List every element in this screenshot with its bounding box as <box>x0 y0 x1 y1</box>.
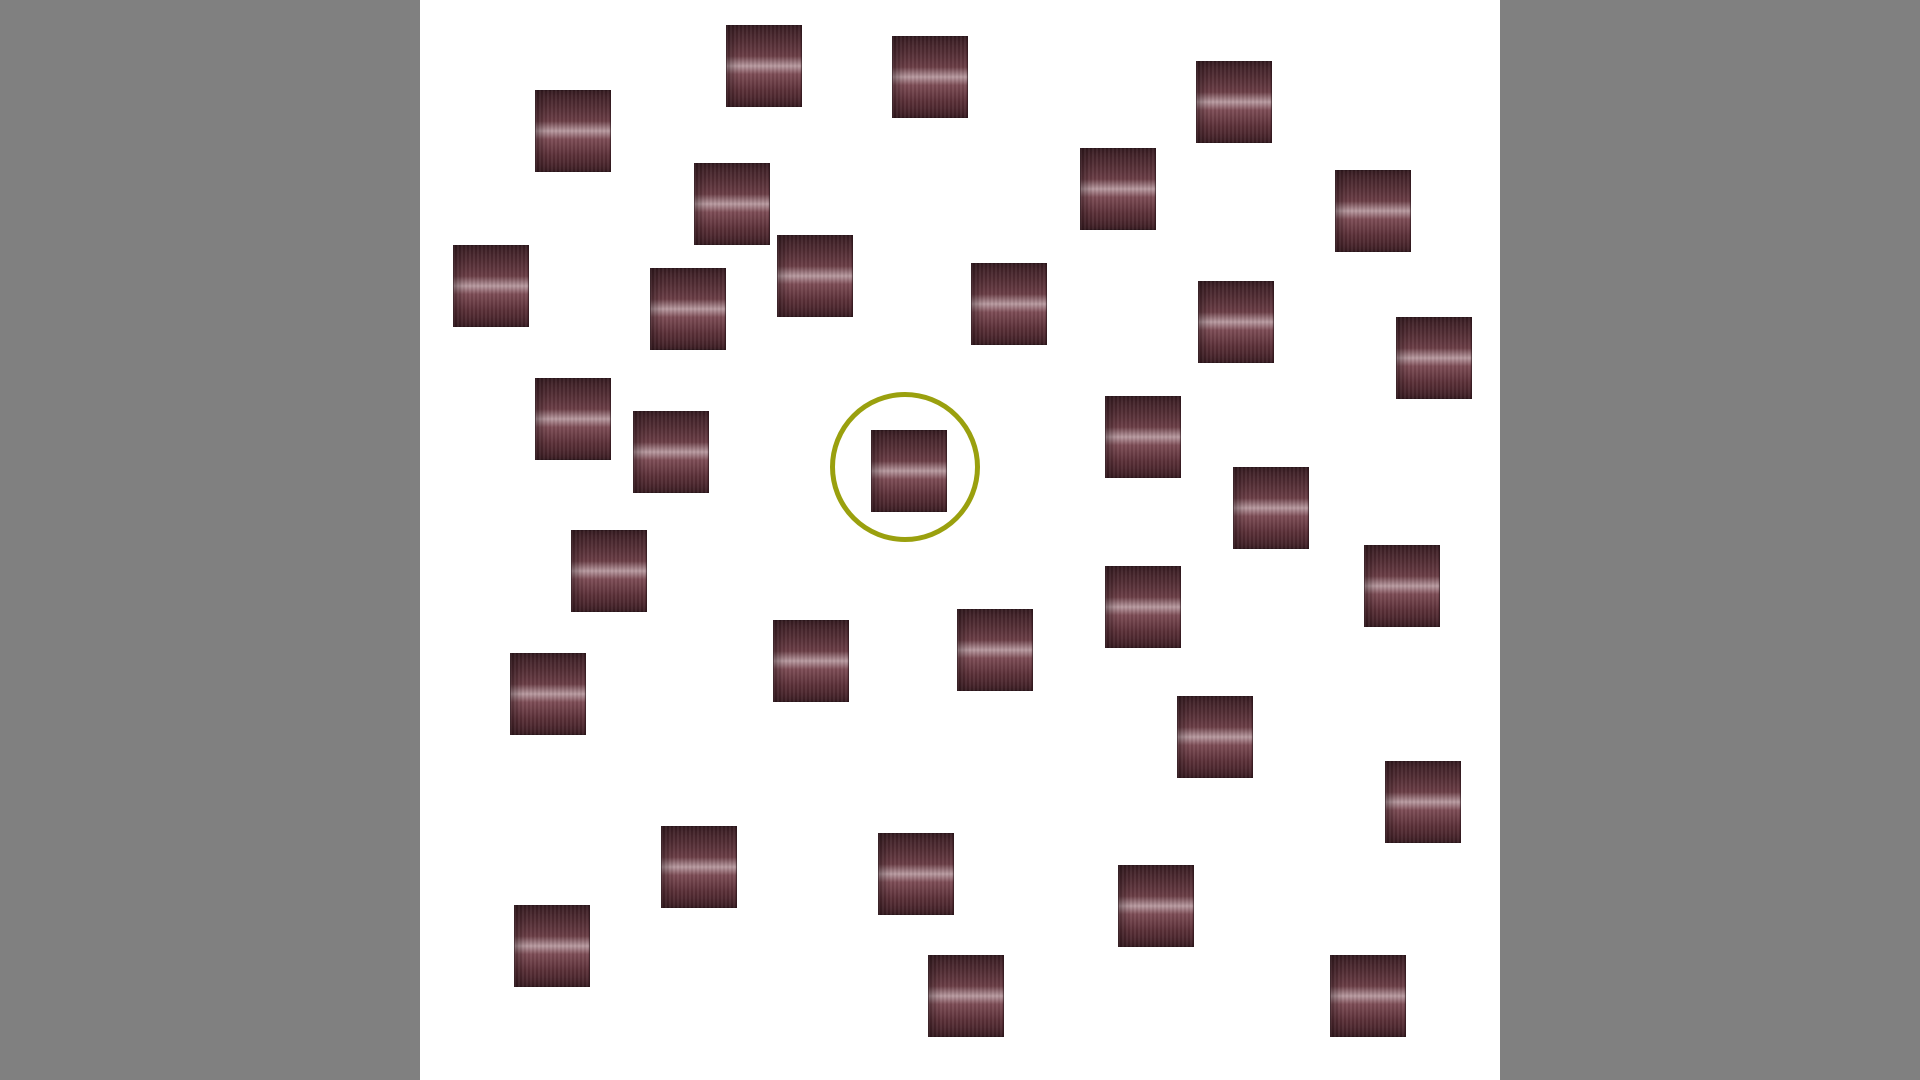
tile-13[interactable] <box>1396 317 1472 399</box>
tile-17[interactable] <box>1233 467 1309 549</box>
tile-8[interactable] <box>453 245 529 327</box>
tile-25[interactable] <box>1177 696 1253 778</box>
tile-21[interactable] <box>773 620 849 702</box>
tile-6[interactable] <box>1080 148 1156 230</box>
game-board <box>420 0 1500 1080</box>
tile-5[interactable] <box>694 163 770 245</box>
tile-29[interactable] <box>1118 865 1194 947</box>
tile-31[interactable] <box>928 955 1004 1037</box>
tile-15[interactable] <box>633 411 709 493</box>
tile-22[interactable] <box>957 609 1033 691</box>
tile-23[interactable] <box>1105 566 1181 648</box>
tile-10[interactable] <box>777 235 853 317</box>
tile-2[interactable] <box>892 36 968 118</box>
tile-11[interactable] <box>971 263 1047 345</box>
tile-16[interactable] <box>1105 396 1181 478</box>
tile-3[interactable] <box>1196 61 1272 143</box>
tile-26[interactable] <box>1385 761 1461 843</box>
tile-1[interactable] <box>726 25 802 107</box>
tile-19[interactable] <box>1364 545 1440 627</box>
tile-4[interactable] <box>535 90 611 172</box>
tile-30[interactable] <box>514 905 590 987</box>
tile-27[interactable] <box>661 826 737 908</box>
tile-18[interactable] <box>571 530 647 612</box>
tile-28[interactable] <box>878 833 954 915</box>
tile-24[interactable] <box>510 653 586 735</box>
tile-12[interactable] <box>1198 281 1274 363</box>
tile-20[interactable] <box>871 430 947 512</box>
tile-9[interactable] <box>650 268 726 350</box>
tile-7[interactable] <box>1335 170 1411 252</box>
tile-14[interactable] <box>535 378 611 460</box>
tile-32[interactable] <box>1330 955 1406 1037</box>
